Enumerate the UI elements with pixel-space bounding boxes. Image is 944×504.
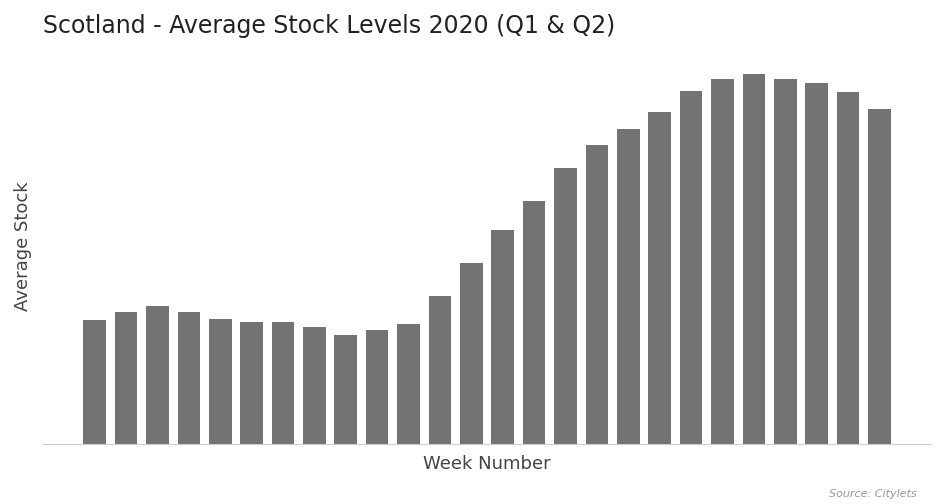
Text: Scotland - Average Stock Levels 2020 (Q1 & Q2): Scotland - Average Stock Levels 2020 (Q1…	[43, 14, 615, 38]
Bar	[272, 322, 294, 504]
Bar	[114, 312, 137, 504]
Bar	[303, 327, 326, 504]
Bar	[648, 112, 670, 504]
Bar	[146, 306, 169, 504]
Bar	[742, 75, 765, 504]
Bar	[773, 79, 796, 504]
Bar	[83, 321, 106, 504]
Bar	[491, 230, 514, 504]
Bar	[460, 263, 482, 504]
Bar	[522, 201, 545, 504]
X-axis label: Week Number: Week Number	[423, 455, 550, 473]
Bar	[429, 296, 451, 504]
Bar	[396, 324, 419, 504]
Bar	[804, 83, 827, 504]
Bar	[711, 79, 733, 504]
Bar	[209, 319, 231, 504]
Bar	[868, 109, 890, 504]
Text: Source: Citylets: Source: Citylets	[828, 489, 916, 499]
Bar	[616, 129, 639, 504]
Bar	[679, 91, 701, 504]
Y-axis label: Average Stock: Average Stock	[14, 182, 32, 311]
Bar	[585, 145, 608, 504]
Bar	[365, 330, 388, 504]
Bar	[240, 322, 262, 504]
Bar	[177, 312, 200, 504]
Bar	[334, 335, 357, 504]
Bar	[553, 168, 576, 504]
Bar	[835, 92, 858, 504]
